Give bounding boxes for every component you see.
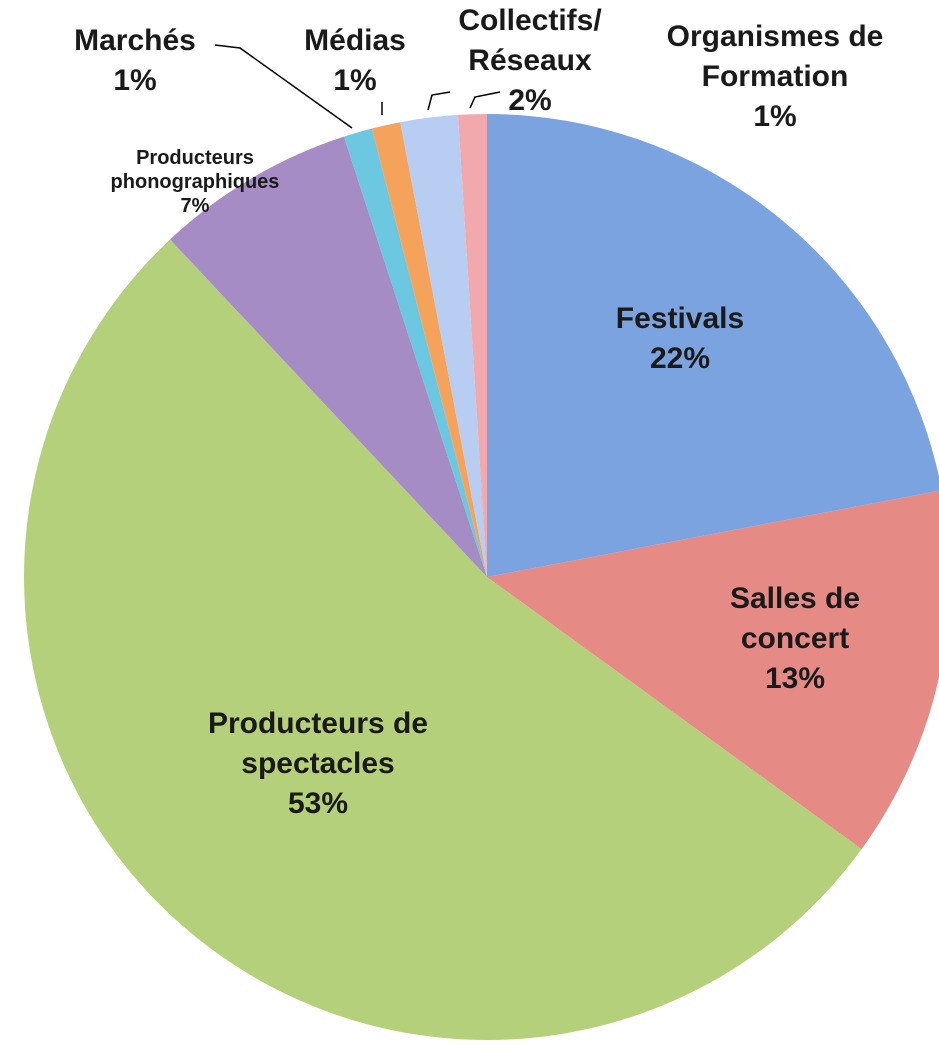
slice-label: Salles de concert	[730, 582, 860, 655]
slice-label: Marchés	[74, 24, 196, 57]
slice-label: Producteurs de spectacles	[208, 707, 428, 780]
pie	[24, 114, 939, 1040]
slice-value: 13%	[765, 662, 825, 695]
slice-label: Organismes de Formation	[667, 20, 884, 93]
slice-label: Médias	[304, 24, 406, 57]
slice-label: Producteurs phonographiques	[111, 147, 280, 193]
leader-line	[214, 44, 353, 129]
leader-lines	[214, 44, 501, 129]
pie-slice	[24, 239, 862, 1040]
slice-label: Collectifs/Réseaux	[458, 4, 602, 77]
slice-value: 22%	[650, 342, 710, 375]
slice-value: 1%	[113, 64, 156, 97]
pie-slice	[170, 136, 487, 577]
pie-slice	[457, 114, 487, 577]
slice-value: 2%	[508, 84, 551, 117]
leader-line	[427, 91, 451, 111]
pie-slice	[371, 122, 487, 578]
slice-label: Festivals	[616, 302, 744, 335]
slice-value: 1%	[333, 64, 376, 97]
pie-slice	[487, 114, 939, 577]
slice-value: 7%	[181, 195, 210, 217]
pie-slice	[343, 128, 487, 577]
slice-value: 1%	[753, 100, 796, 133]
pie-slice	[400, 114, 487, 577]
leader-line	[469, 91, 501, 109]
pie-slice	[487, 490, 939, 850]
slice-value: 53%	[288, 787, 348, 820]
